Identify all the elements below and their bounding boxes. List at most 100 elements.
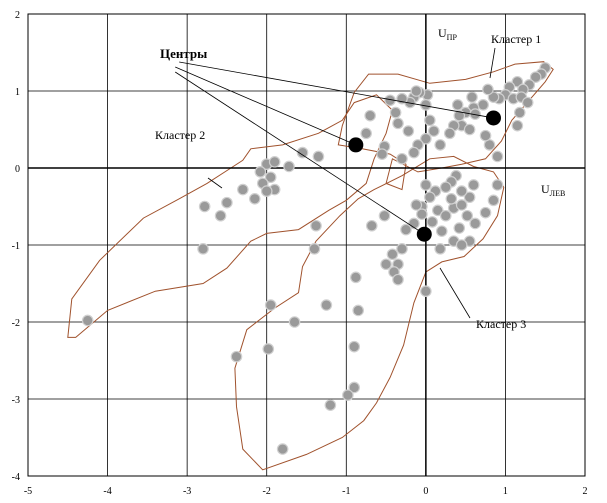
x-tick-label: -1: [342, 486, 350, 497]
y-tick-label: -1: [12, 241, 20, 252]
x-tick-label: -2: [263, 486, 271, 497]
data-point: [348, 340, 361, 353]
leader-line: [207, 177, 223, 189]
y-tick-label: 1: [15, 87, 20, 98]
x-tick-label: -5: [24, 486, 32, 497]
data-point: [453, 222, 466, 234]
data-point: [439, 181, 452, 194]
data-point: [466, 91, 478, 103]
annotation-leader-lines: [174, 47, 496, 319]
y-tick-label: -2: [12, 318, 20, 329]
data-point: [214, 209, 227, 222]
data-point: [396, 243, 408, 255]
data-point: [352, 304, 365, 317]
leader-line: [179, 61, 494, 119]
data-point: [308, 243, 321, 255]
leader-line: [489, 47, 496, 79]
data-point: [392, 117, 404, 130]
data-point: [467, 179, 480, 191]
cluster-outlines: [67, 61, 554, 471]
data-point: [463, 123, 476, 136]
data-point: [435, 225, 448, 237]
data-point: [197, 243, 209, 255]
x-tick-label: 2: [583, 486, 588, 497]
cluster-center: [348, 137, 364, 153]
data-point: [455, 185, 468, 197]
centers-label: Центры: [160, 46, 207, 61]
data-point: [443, 127, 456, 140]
data-point: [410, 85, 423, 97]
data-point: [396, 152, 408, 165]
data-point: [434, 243, 446, 255]
plot-frame: [27, 13, 586, 477]
y-tick-label: 0: [15, 164, 20, 175]
data-point: [264, 299, 277, 311]
data-point: [400, 223, 412, 236]
data-point: [469, 217, 481, 230]
data-point: [402, 125, 415, 137]
x-tick-label: 0: [423, 486, 428, 497]
data-point: [410, 199, 423, 211]
data-point: [310, 219, 322, 232]
x-tick-label: -4: [103, 486, 111, 497]
leader-line: [174, 71, 425, 235]
data-point: [324, 399, 337, 411]
data-point: [424, 191, 436, 204]
data-point: [477, 99, 489, 111]
leader-line: [175, 66, 356, 146]
data-point: [529, 71, 542, 83]
data-point: [283, 160, 295, 173]
data-point: [431, 204, 444, 217]
data-point: [439, 209, 452, 222]
data-point: [487, 91, 500, 103]
data-point: [348, 381, 361, 394]
cluster-outline: [234, 155, 505, 471]
data-point: [455, 239, 468, 251]
data-point: [428, 125, 440, 137]
u-left-axis-name: UЛЕВ: [541, 182, 565, 198]
data-point: [364, 109, 376, 122]
data-point: [491, 179, 504, 191]
data-point: [424, 114, 436, 127]
data-point: [237, 183, 249, 196]
cluster-outline: [67, 94, 393, 338]
data-point: [416, 208, 428, 220]
data-point: [389, 106, 402, 119]
data-point: [221, 196, 233, 209]
data-point: [434, 139, 446, 151]
y-tick-label: -4: [12, 472, 20, 483]
y-tick-label: -3: [12, 395, 20, 406]
data-point: [254, 166, 267, 178]
data-point: [420, 132, 432, 145]
data-point: [491, 150, 504, 163]
data-point: [296, 146, 309, 159]
data-point: [408, 146, 420, 159]
data-point: [455, 199, 468, 211]
data-point: [479, 206, 492, 219]
cluster2-label: Кластер 2: [155, 128, 205, 142]
data-point: [386, 248, 399, 261]
data-point: [380, 258, 392, 271]
grid: [28, 14, 585, 476]
data-point: [479, 129, 492, 142]
data-point: [268, 156, 281, 168]
cluster-centers: [348, 110, 501, 242]
data-point: [230, 350, 243, 363]
data-point: [451, 99, 464, 111]
data-point: [487, 194, 500, 207]
u-right-axis-name: UПР: [438, 26, 457, 42]
data-point: [426, 216, 439, 228]
data-point: [511, 75, 524, 88]
tick-labels: -5 -4 -3 -2 -1 0 1 2 2 1 0 -1 -2 -3 -4: [12, 10, 588, 497]
data-point: [198, 200, 211, 213]
data-point: [248, 193, 261, 205]
x-tick-label: -3: [183, 486, 191, 497]
data-point: [521, 96, 534, 109]
data-point: [482, 83, 494, 96]
data-point: [81, 314, 94, 327]
x-tick-label: 1: [503, 486, 508, 497]
cluster1-label: Кластер 1: [491, 32, 541, 46]
data-point: [342, 389, 354, 401]
data-point: [365, 219, 378, 232]
data-point: [378, 209, 391, 222]
